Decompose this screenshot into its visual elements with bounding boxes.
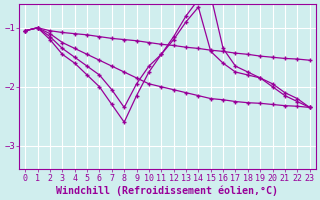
X-axis label: Windchill (Refroidissement éolien,°C): Windchill (Refroidissement éolien,°C) [56, 185, 278, 196]
